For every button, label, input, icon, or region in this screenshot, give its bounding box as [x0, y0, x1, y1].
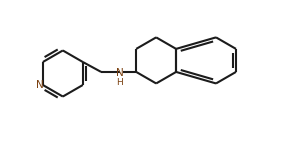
Text: N: N [116, 68, 124, 78]
Text: N: N [36, 80, 43, 90]
Text: H: H [117, 78, 123, 87]
